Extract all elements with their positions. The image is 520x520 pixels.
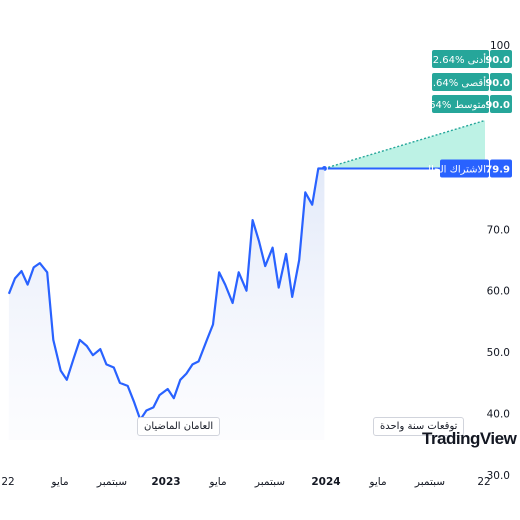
x-tick-label: مايو — [368, 476, 386, 488]
current-badge — [440, 159, 489, 178]
period-label-past: العامان الماضيان — [137, 417, 221, 436]
forecast-target-badge — [432, 50, 489, 68]
forecast-target-value: 90.0 — [485, 100, 510, 111]
y-tick-label: 60.0 — [487, 286, 510, 298]
x-tick-label: مايو — [50, 476, 68, 488]
forecast-target-label: +12.64% أدنى — [418, 53, 486, 66]
x-axis: 22 مايو سبتمبر 2023 مايو سبتمبر 2024 مايو سبتمبر… — [1, 476, 490, 488]
y-axis: 100 70.0 60.0 50.0 40.0 30.0 — [487, 40, 510, 482]
y-tick-label: 50.0 — [487, 347, 510, 359]
y-tick-label: 30.0 — [487, 470, 510, 482]
y-tick-label: 40.0 — [487, 409, 510, 421]
price-area-path — [8, 168, 325, 440]
forecast-target-value-badge — [490, 50, 512, 68]
forecast-target-value: 90.0 — [485, 55, 510, 66]
forecast-target-value: 90.0 — [485, 78, 510, 89]
y-tick-label: 70.0 — [487, 224, 510, 236]
x-tick-label: سبتمبر — [254, 476, 285, 488]
x-tick-label: 22 — [477, 476, 490, 488]
forecast-target-value-badge — [490, 73, 512, 91]
price-line — [7, 167, 325, 421]
current-badge-label: الاشتراك الحالي — [420, 164, 486, 175]
x-tick-label: 2023 — [151, 476, 180, 488]
forecast-target-value-badge — [490, 95, 512, 113]
x-tick-label: مايو — [208, 476, 226, 488]
price-area-fill — [8, 168, 325, 440]
current-value: 79.9 — [485, 164, 510, 175]
y-tick-label: 100 — [490, 40, 510, 52]
forecast-target-label: +12.64% أقصى — [412, 76, 486, 89]
forecast-target-badge — [432, 73, 489, 91]
forecast-badges: +12.64% أدنى 90.0+12.64% أقصى 90.0+12.64% … — [405, 50, 512, 178]
current-value-badge — [490, 159, 512, 178]
x-tick-label: سبتمبر — [96, 476, 127, 488]
tradingview-logo: TradingView — [422, 429, 517, 448]
period-label-future: توقعات سنة واحدة — [373, 417, 465, 436]
x-tick-label: سبتمبر — [414, 476, 445, 488]
x-tick-label: 2024 — [311, 476, 340, 488]
forecast-target-label: +12.64% متوسط — [405, 100, 486, 111]
price-series-line — [7, 167, 325, 421]
forecast-target-badge — [432, 95, 489, 113]
x-tick-label: 22 — [1, 476, 14, 488]
